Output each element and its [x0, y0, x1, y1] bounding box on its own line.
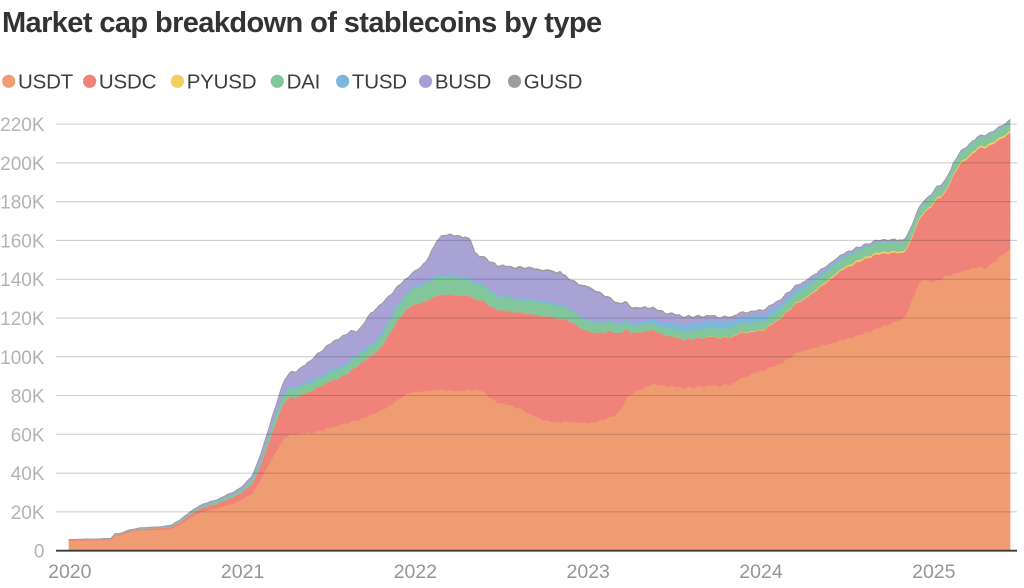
svg-text:180K: 180K: [0, 193, 45, 214]
svg-text:USDT: USDT: [18, 71, 74, 94]
svg-text:220K: 220K: [0, 115, 45, 136]
svg-text:2024: 2024: [739, 561, 783, 583]
svg-text:140K: 140K: [0, 270, 45, 291]
svg-text:BUSD: BUSD: [435, 71, 491, 94]
svg-text:40K: 40K: [11, 464, 45, 485]
svg-text:2025: 2025: [912, 561, 956, 583]
svg-text:120K: 120K: [0, 309, 45, 330]
svg-text:2022: 2022: [394, 561, 437, 583]
svg-text:DAI: DAI: [287, 71, 321, 94]
svg-text:USDC: USDC: [99, 71, 157, 94]
svg-text:200K: 200K: [0, 154, 45, 175]
svg-text:GUSD: GUSD: [524, 71, 582, 94]
svg-text:TUSD: TUSD: [352, 71, 407, 94]
svg-text:20K: 20K: [11, 503, 45, 524]
svg-text:2021: 2021: [221, 561, 264, 583]
svg-text:2023: 2023: [567, 561, 610, 583]
svg-text:60K: 60K: [11, 425, 45, 446]
svg-text:160K: 160K: [0, 231, 45, 252]
svg-text:2020: 2020: [48, 561, 92, 583]
svg-text:PYUSD: PYUSD: [187, 71, 257, 94]
svg-text:80K: 80K: [11, 387, 45, 408]
svg-text:100K: 100K: [0, 348, 45, 369]
svg-text:0: 0: [34, 542, 45, 563]
